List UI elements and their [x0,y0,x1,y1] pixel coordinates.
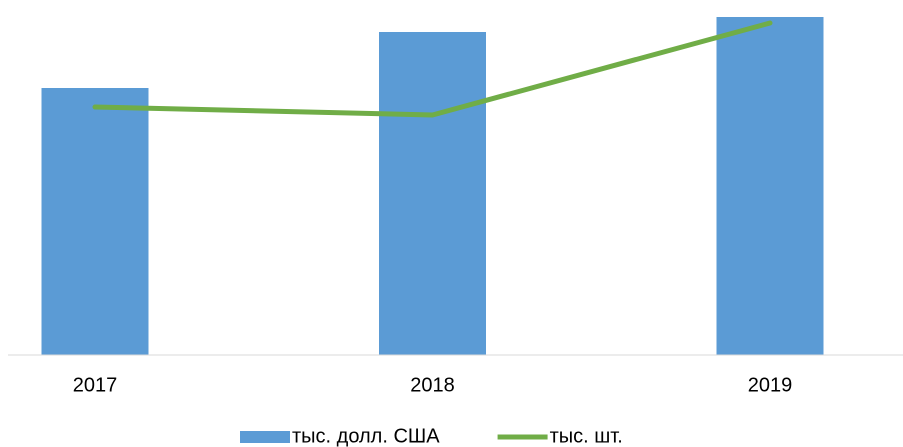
x-tick-label: 2017 [73,374,118,396]
legend-swatch [240,431,290,443]
bar [716,17,824,355]
legend-label: тыс. шт. [550,425,623,447]
bar [41,88,149,355]
x-tick-label: 2019 [748,374,793,396]
bar [379,32,486,355]
line-series [92,20,773,118]
x-tick-label: 2018 [410,374,455,396]
legend-label: тыс. долл. США [292,425,440,447]
